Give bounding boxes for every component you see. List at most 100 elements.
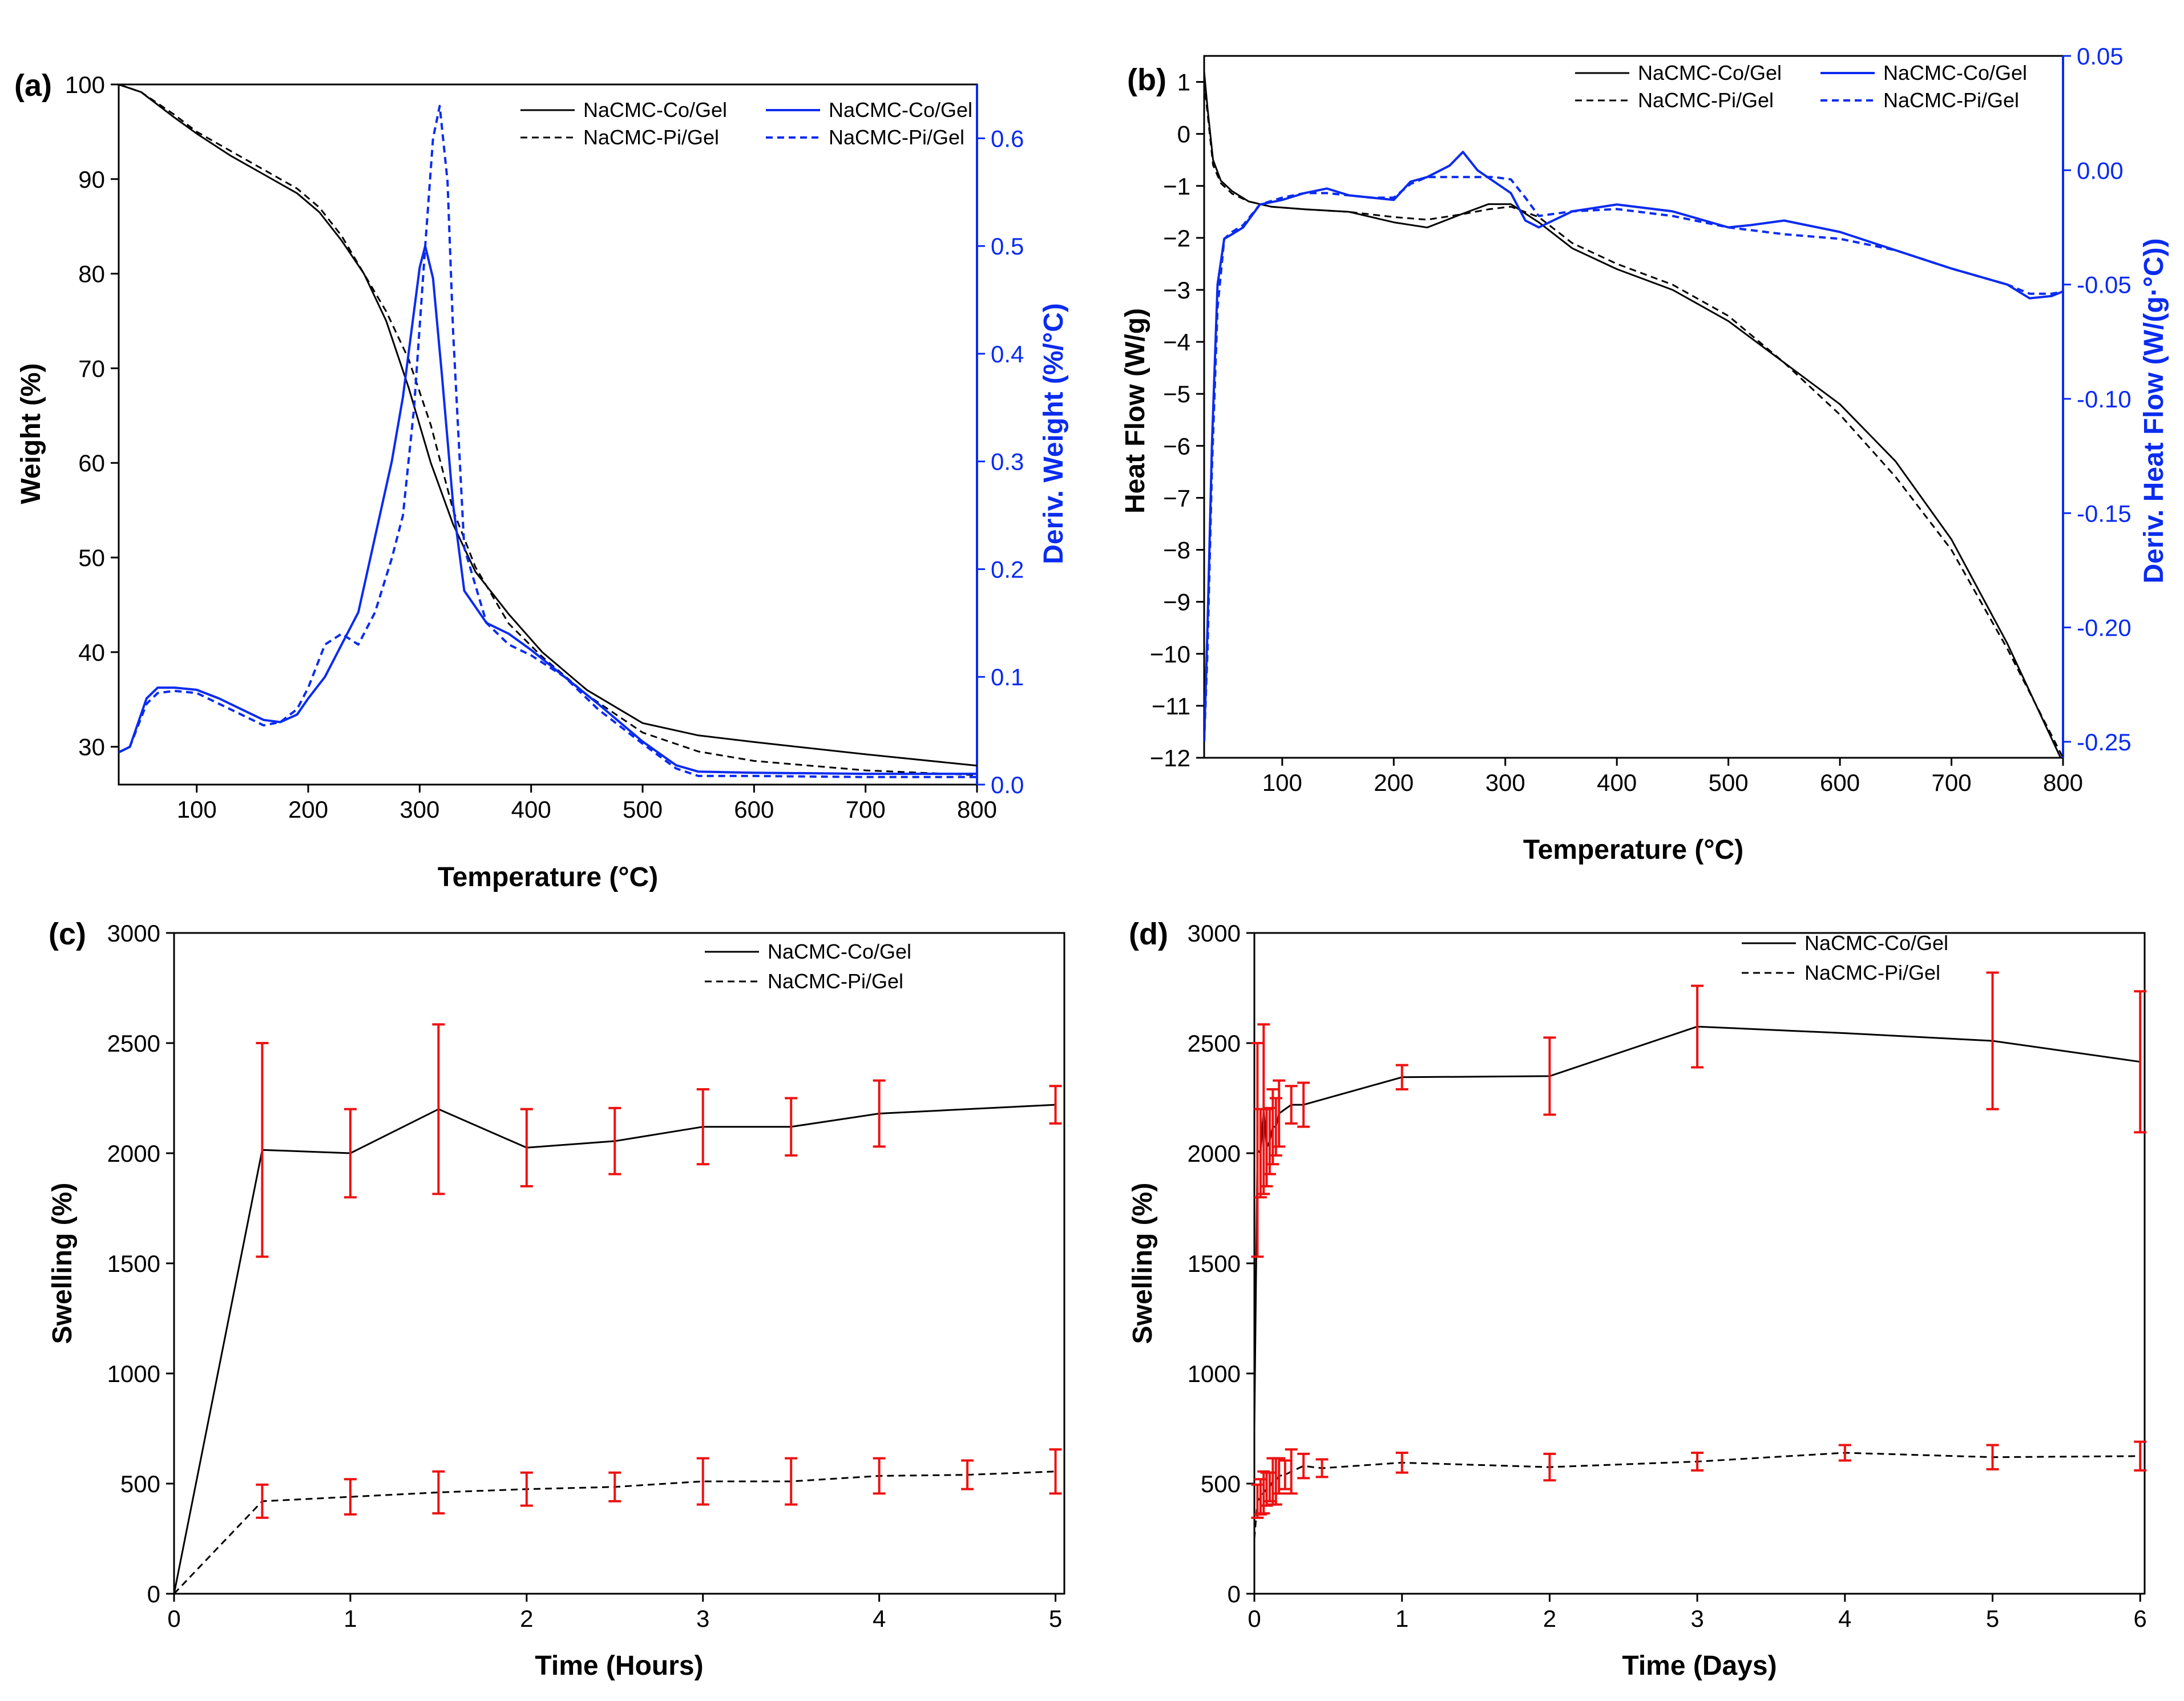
series-line-nacmc-co-gel — [119, 83, 977, 767]
x-tick-label: 600 — [734, 796, 774, 823]
plot-area — [1204, 71, 2063, 758]
right-y-tick-label: 0.3 — [991, 449, 1024, 475]
y-axis-title: Heat Flow (W/g) — [1120, 308, 1150, 514]
y-axis-title: Swelling (%) — [1128, 1183, 1158, 1344]
panel-label: (a) — [14, 68, 52, 103]
y-tick-label: 40 — [78, 639, 105, 666]
y-tick-label: −10 — [1150, 641, 1190, 668]
x-axis-title: Time (Hours) — [535, 1651, 703, 1681]
x-tick-label: 400 — [1597, 769, 1637, 796]
x-tick-label: 500 — [623, 796, 663, 823]
x-tick-label: 0 — [1248, 1605, 1261, 1632]
right-y-tick-label: 0.4 — [991, 341, 1024, 367]
y-tick-label: −11 — [1152, 693, 1190, 720]
x-tick-label: 800 — [2043, 769, 2083, 796]
series-line-nacmc-pi-gel — [1204, 82, 2063, 758]
plot-frame — [118, 83, 978, 786]
y-tick-label: 2000 — [107, 1140, 160, 1167]
x-tick-label: 1 — [1395, 1605, 1408, 1632]
x-tick-label: 200 — [1374, 769, 1414, 796]
x-tick-label: 800 — [957, 796, 997, 823]
y-tick-label: −6 — [1163, 433, 1190, 459]
panel-a: 100 200 300 400 500 600 700 800 30 40 50 60 70 80 90 10… — [14, 68, 1069, 892]
y-tick-label: −3 — [1163, 277, 1190, 304]
right-y-tick-label: 0.6 — [991, 125, 1024, 152]
y-axis-title: Swelling (%) — [47, 1183, 78, 1344]
x-tick-label: 4 — [1838, 1605, 1851, 1632]
y-tick-label: 0 — [1228, 1581, 1241, 1607]
x-tick-label: 2 — [520, 1605, 533, 1632]
series-line-deriv-nacmc-co-gel — [1204, 151, 2063, 742]
right-y-tick-label: -0.05 — [2077, 272, 2131, 298]
y-tick-label: 1 — [1177, 69, 1190, 96]
x-tick-label: 5 — [1986, 1605, 1999, 1632]
y-tick-label: 1500 — [107, 1250, 160, 1277]
x-tick-label: 400 — [511, 796, 551, 823]
legend-label: NaCMC-Pi/Gel — [583, 126, 719, 149]
legend: NaCMC-Co/Gel NaCMC-Pi/Gel NaCMC-Co/Gel NaCM… — [520, 98, 972, 149]
legend: NaCMC-Co/Gel NaCMC-Pi/Gel — [1742, 931, 1948, 984]
y-tick-label: 0 — [147, 1581, 160, 1607]
series-line-deriv-nacmc-pi-gel — [119, 104, 977, 778]
y-tick-label: 500 — [120, 1470, 160, 1497]
right-y-tick-label: 0.2 — [991, 556, 1024, 583]
y-tick-label: 50 — [78, 544, 105, 571]
x-tick-label: 300 — [399, 796, 439, 823]
legend-label: NaCMC-Co/Gel — [768, 940, 911, 963]
x-tick-label: 700 — [1932, 769, 1972, 796]
series-line-deriv-nacmc-pi-gel — [1204, 176, 2063, 742]
y-tick-label: 70 — [78, 355, 105, 382]
x-tick-label: 3 — [696, 1605, 709, 1632]
x-axis-title: Temperature (°C) — [1523, 835, 1743, 865]
x-tick-label: 300 — [1485, 769, 1525, 796]
x-tick-label: 700 — [846, 796, 886, 823]
x-tick-label: 100 — [177, 796, 217, 823]
y-tick-label: 100 — [65, 71, 105, 98]
legend-label: NaCMC-Co/Gel — [583, 98, 727, 122]
y-tick-label: 2500 — [107, 1030, 160, 1057]
x-tick-label: 3 — [1690, 1605, 1703, 1632]
legend-label: NaCMC-Co/Gel — [1804, 931, 1948, 955]
x-tick-label: 2 — [1543, 1605, 1556, 1632]
right-y-tick-label: 0.05 — [2077, 43, 2124, 70]
plot-area — [119, 83, 977, 778]
series-line-nacmc-co-gel — [174, 1104, 1056, 1594]
series-line-nacmc-pi-gel — [119, 83, 977, 776]
x-tick-label: 600 — [1820, 769, 1860, 796]
right-y-tick-label: -0.15 — [2077, 500, 2131, 527]
y-tick-label: 3000 — [107, 920, 160, 947]
x-tick-label: 200 — [288, 796, 328, 823]
legend-label: NaCMC-Pi/Gel — [829, 126, 964, 149]
legend-label: NaCMC-Pi/Gel — [1883, 88, 2019, 112]
y-tick-label: −9 — [1163, 589, 1190, 616]
plot-frame — [173, 932, 1065, 1595]
panel-d: 0 1 2 3 4 5 6 0 500 1000 1500 2000 2500 3000 Time (Day… — [1128, 917, 2147, 1681]
legend-label: NaCMC-Co/Gel — [829, 98, 972, 122]
panel-b: 100 200 300 400 500 600 700 800−12−11−10−9−8−7−… — [1120, 43, 2169, 865]
y-tick-label: 1000 — [1188, 1360, 1241, 1387]
legend: NaCMC-Co/Gel NaCMC-Pi/Gel NaCMC-Co/Gel NaCM… — [1575, 61, 2027, 112]
x-tick-label: 6 — [2134, 1605, 2147, 1632]
y-tick-label: −7 — [1163, 484, 1190, 511]
panel-label: (b) — [1127, 63, 1166, 97]
y-tick-label: −8 — [1163, 537, 1190, 564]
y-tick-label: −5 — [1163, 381, 1190, 407]
legend-label: NaCMC-Co/Gel — [1638, 61, 1782, 84]
y-tick-label: 90 — [78, 166, 105, 193]
x-tick-label: 4 — [873, 1605, 886, 1632]
x-tick-label: 100 — [1262, 769, 1302, 796]
plot-frame — [1203, 55, 2064, 759]
y-tick-label: −2 — [1163, 225, 1190, 252]
y-tick-label: −1 — [1163, 173, 1190, 200]
right-y-tick-label: -0.10 — [2077, 386, 2131, 413]
right-y-tick-label: 0.5 — [991, 233, 1024, 260]
y-tick-label: 60 — [78, 450, 105, 476]
legend-label: NaCMC-Co/Gel — [1883, 61, 2027, 84]
panel-label: (c) — [49, 917, 86, 951]
legend-label: NaCMC-Pi/Gel — [1638, 88, 1774, 112]
plot-frame — [1253, 932, 2146, 1595]
legend-label: NaCMC-Pi/Gel — [1804, 961, 1940, 984]
y-tick-label: 3000 — [1188, 920, 1241, 947]
x-tick-label: 0 — [167, 1605, 180, 1632]
